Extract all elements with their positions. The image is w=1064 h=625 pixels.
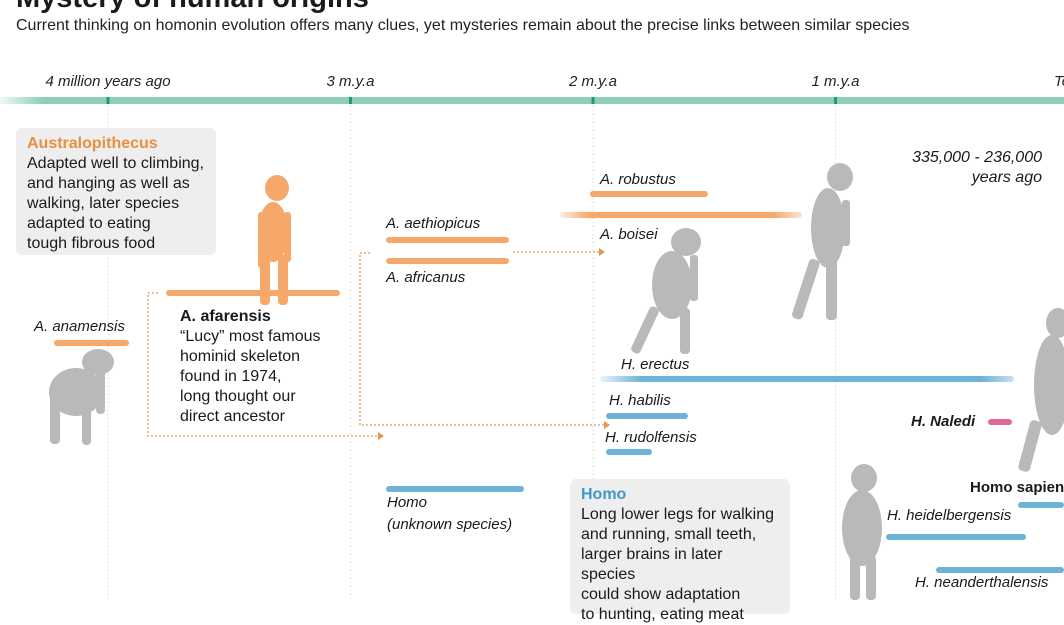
australopithecus-card-line: walking, later species [27, 195, 180, 212]
australopithecus-card-line: and hanging as well as [27, 175, 190, 192]
australopithecus-card: Australopithecus Adapted well to climbin… [16, 128, 216, 255]
label-naledi: H. Naledi [911, 413, 976, 430]
africanus-connector [359, 252, 606, 426]
anamensis-figure [49, 349, 114, 445]
bar-neanderthalensis [936, 567, 1064, 573]
afarensis-arrowhead [378, 432, 384, 440]
afarensis-figure [258, 175, 291, 305]
timeline-ticks: 4 million years ago 3 m.y.a 2 m.y.a 1 m.y.a… [45, 73, 1064, 600]
bar-aethiopicus [386, 237, 509, 243]
homo-card-line: larger brains in later species [581, 546, 723, 583]
timeline-chart: 4 million years ago 3 m.y.a 2 m.y.a 1 m.y.a… [0, 73, 1064, 600]
axis-tick-label: 4 million years ago [45, 73, 170, 90]
page-title: Mystery of human origins [16, 0, 369, 15]
timeline-axis-bar [0, 97, 1064, 104]
label-boisei: A. boisei [600, 226, 658, 243]
australopithecus-card-line: Adapted well to climbing, [27, 155, 204, 172]
bar-heidelbergensis [886, 534, 1026, 540]
axis-tick-label: To [1054, 73, 1064, 90]
label-homo-unknown-species: (unknown species) [387, 516, 513, 533]
axis-tick-label: 3 m.y.a [326, 73, 374, 90]
bar-naledi [988, 419, 1012, 425]
sapiens-figure [1018, 308, 1064, 472]
erectus-figure [792, 163, 853, 320]
boisei-figure [631, 228, 701, 354]
bar-erectus [600, 376, 1014, 382]
bar-anamensis [54, 340, 129, 346]
label-aethiopicus: A. aethiopicus [386, 215, 481, 232]
afarensis-note-line: hominid skeleton [180, 348, 301, 365]
label-homo-unknown: Homo [387, 494, 428, 511]
bar-afarensis [166, 290, 340, 296]
label-sapiens: Homo sapiens [970, 479, 1064, 496]
homo-card-line: could show adaptation [581, 586, 741, 603]
bar-africanus [386, 258, 509, 264]
label-neanderthalensis: H. neanderthalensis [915, 574, 1049, 591]
bar-boisei [560, 212, 802, 218]
page-subtitle: Current thinking on homonin evolution of… [16, 17, 910, 34]
afarensis-note-title: A. afarensis [180, 308, 271, 325]
afarensis-note-line: long thought our [180, 388, 296, 405]
afarensis-connector [147, 292, 378, 437]
australopithecus-card-title: Australopithecus [27, 135, 158, 152]
naledi-date-unit: years ago [971, 169, 1042, 186]
label-erectus: H. erectus [621, 356, 690, 373]
label-habilis: H. habilis [609, 392, 671, 409]
afarensis-note-line: found in 1974, [180, 368, 282, 385]
afarensis-note-line: direct ancestor [180, 408, 285, 425]
axis-tick-label: 1 m.y.a [811, 73, 859, 90]
homo-card-line: Long lower legs for walking [581, 506, 774, 523]
bar-habilis [606, 413, 688, 419]
bar-homo-unknown [386, 486, 524, 492]
label-robustus: A. robustus [600, 171, 676, 188]
label-rudolfensis: H. rudolfensis [605, 429, 697, 446]
australopithecus-card-line: tough fibrous food [27, 235, 156, 252]
label-africanus: A. africanus [386, 269, 466, 286]
bar-rudolfensis [606, 449, 652, 455]
afarensis-note-line: “Lucy” most famous [180, 328, 321, 345]
naledi-date-annotation: 335,000 - 236,000 years ago [880, 148, 1042, 188]
homo-card-title: Homo [581, 486, 627, 503]
homo-card-line: and running, small teeth, [581, 526, 757, 543]
axis-tick-label: 2 m.y.a [568, 73, 617, 90]
afarensis-note: A. afarensis “Lucy” most famous hominid … [180, 307, 350, 427]
axis-tick [349, 97, 352, 104]
homo-woman-figure [842, 464, 882, 600]
axis-tick [591, 97, 595, 104]
axis-tick [834, 97, 837, 104]
label-anamensis: A. anamensis [34, 318, 125, 335]
homo-card: Homo Long lower legs for walking and run… [570, 479, 790, 623]
bar-sapiens [1018, 502, 1064, 508]
habilis-arrowhead [604, 421, 610, 429]
boisei-arrowhead [599, 248, 605, 256]
bar-robustus [590, 191, 708, 197]
homo-card-line: to hunting, eating meat [581, 606, 744, 623]
australopithecus-card-line: adapted to eating [27, 215, 151, 232]
axis-tick [106, 97, 110, 104]
label-heidelbergensis: H. heidelbergensis [887, 507, 1012, 524]
naledi-date-range: 335,000 - 236,000 [912, 149, 1042, 166]
